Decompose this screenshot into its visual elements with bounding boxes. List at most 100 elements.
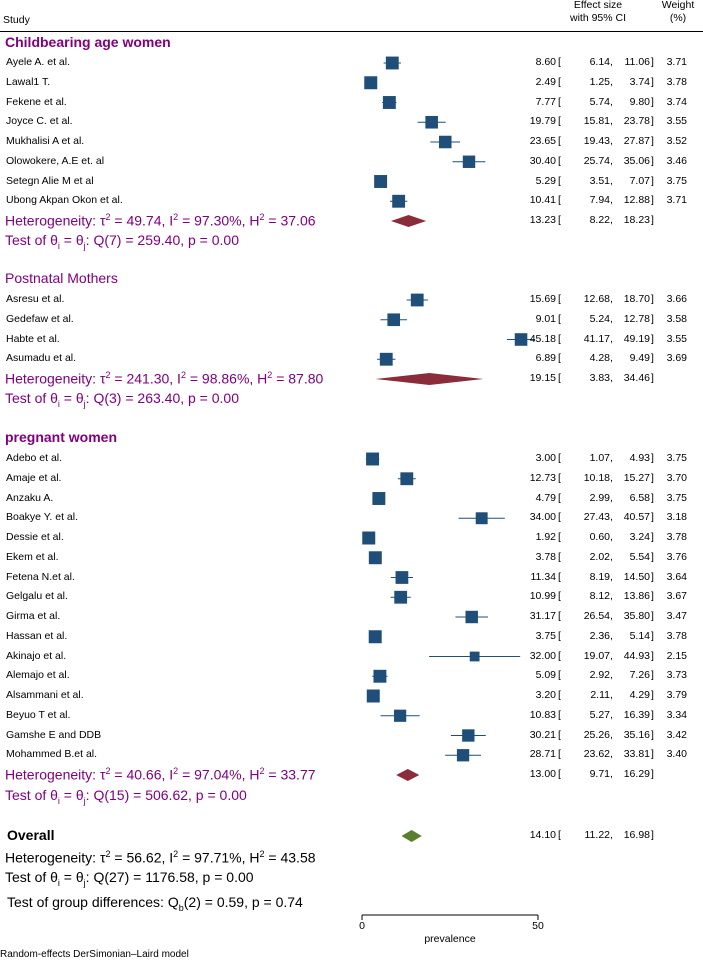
overall-heterogeneity-h-sup: 2 (259, 849, 265, 859)
group-differences-prefix: Test of group differences: Q (7, 894, 179, 910)
study-0-0-comma: , (610, 56, 613, 68)
study-1-1-bracket-open: [ (558, 312, 561, 325)
overall-heterogeneity-tau: τ (99, 849, 106, 866)
pooled-1-bracket-open: [ (558, 372, 561, 384)
study-2-13-comma: , (610, 708, 613, 721)
study-1-3-bracket-open: [ (558, 352, 561, 365)
study-0-7-es: 10.41 (529, 194, 556, 207)
pooled-1-es: 19.15 (529, 372, 556, 384)
study-2-8-bracket-open: [ (558, 610, 561, 622)
heterogeneity-2-tau-sup: 2 (105, 766, 111, 776)
homogeneity-test-2-sub-j: j (83, 795, 86, 806)
heterogeneity-1-i-sup: 2 (180, 370, 186, 380)
study-2-1-comma: , (610, 471, 613, 484)
study-2-11-bracket-close: ] (651, 669, 654, 682)
study-2-2-ci-high: 6.58 (629, 491, 650, 504)
study-0-3-comma: , (610, 115, 613, 128)
study-2-1-es: 12.73 (529, 471, 556, 484)
study-1-0-weight: 3.66 (666, 293, 687, 305)
study-2-2-marker (372, 492, 386, 505)
study-1-0-marker (410, 293, 424, 307)
study-1-0-ci-high: 18.70 (623, 293, 650, 305)
overall-heterogeneity-h-val: = 43.58 (264, 849, 316, 866)
study-2-10-ci-low: 19.07 (583, 649, 610, 662)
header-weight-line1: Weight (661, 0, 695, 11)
study-2-14-comma: , (610, 728, 613, 741)
study-2-4-weight: 3.78 (666, 531, 687, 543)
study-0-6-comma: , (610, 174, 613, 187)
study-2-13-weight: 3.34 (666, 708, 687, 721)
group-heading-1: Postnatal Mothers (5, 270, 118, 286)
study-0-7-weight: 3.71 (666, 194, 687, 207)
study-2-0-label: Adebo et al. (6, 452, 63, 464)
study-2-9-label: Hassan et al. (6, 629, 68, 642)
study-2-5-bracket-close: ] (651, 550, 654, 563)
pooled-2-es: 13.00 (529, 768, 556, 780)
study-0-5-bracket-close: ] (651, 154, 654, 167)
study-0-7-ci-low: 7.94 (589, 194, 610, 207)
study-2-0-weight: 3.75 (666, 452, 687, 464)
study-2-0-ci-low: 1.07 (589, 452, 610, 464)
study-2-5-weight: 3.76 (666, 550, 687, 563)
study-0-0-weight: 3.71 (666, 56, 687, 68)
study-2-10-label: Akinajo et al. (6, 649, 67, 662)
study-2-3-weight: 3.18 (666, 511, 687, 524)
study-1-3-weight: 3.69 (666, 352, 687, 365)
study-2-12-comma: , (610, 689, 613, 701)
pooled-2-comma: , (610, 768, 613, 780)
study-2-11-weight: 3.73 (666, 669, 687, 682)
study-2-1-label: Amaje et al. (6, 471, 62, 484)
study-2-2-bracket-open: [ (558, 491, 561, 504)
study-2-12-ci-low: 2.11 (590, 689, 610, 701)
study-0-0-ci-high: 11.06 (624, 56, 651, 68)
homogeneity-test-1: Test of θi = θj: Q(3) = 263.40, p = 0.00 (5, 390, 239, 409)
study-1-1-weight: 3.58 (666, 312, 687, 325)
study-2-12-bracket-open: [ (558, 689, 561, 701)
study-0-2-marker (382, 96, 396, 109)
study-2-10-es: 32.00 (529, 649, 556, 662)
study-2-11-ci-low: 2.92 (589, 669, 610, 682)
heterogeneity-0-h-val: = 37.06 (264, 212, 316, 229)
study-1-0-es: 15.69 (529, 293, 556, 305)
study-2-12-ci-high: 4.29 (629, 689, 650, 701)
study-0-1-ci-high: 3.74 (629, 75, 650, 88)
study-0-5-marker (462, 155, 476, 168)
study-2-2-es: 4.79 (535, 491, 556, 504)
study-2-13-bracket-open: [ (558, 708, 561, 721)
study-2-11-ci-high: 7.26 (629, 669, 650, 682)
homogeneity-test-1-sub-j: j (83, 398, 86, 409)
overall-bracket-close: ] (651, 829, 654, 841)
x-axis-label: prevalence (424, 933, 476, 945)
study-2-1-ci-high: 15.27 (623, 471, 650, 484)
study-0-4-es: 23.65 (529, 135, 556, 147)
study-1-0-ci-low: 12.68 (583, 293, 610, 305)
study-1-3-label: Asumadu et al. (6, 352, 77, 365)
study-2-12-bracket-close: ] (651, 689, 654, 701)
header-effect-line1: Effect size (573, 0, 623, 11)
study-2-3-bracket-open: [ (558, 511, 561, 524)
heterogeneity-2-tau: τ (99, 766, 106, 783)
x-tick-label-0: 0 (359, 920, 365, 932)
study-2-14-bracket-open: [ (558, 728, 561, 741)
study-0-4-ci-high: 27.87 (623, 135, 650, 147)
overall-homogeneity-test-eq: = θ (59, 869, 84, 885)
study-0-1-label: Lawal1 T. (6, 75, 51, 88)
heterogeneity-0-tau-val: = 49.74, I (110, 212, 174, 229)
study-2-5-es: 3.78 (535, 550, 556, 563)
study-2-8-marker (465, 610, 478, 624)
study-1-0-bracket-open: [ (558, 293, 561, 305)
study-0-2-bracket-close: ] (651, 95, 654, 108)
study-2-15-weight: 3.40 (666, 748, 687, 761)
study-2-3-bracket-close: ] (651, 511, 654, 524)
study-1-3-bracket-close: ] (651, 352, 654, 365)
header-weight-line2: (%) (669, 12, 687, 24)
homogeneity-test-0-stat: : Q(7) = 259.40, p = 0.00 (85, 232, 239, 248)
study-2-0-es: 3.00 (535, 452, 556, 464)
pooled-2-ci-high: 16.29 (623, 768, 650, 780)
study-2-15-es: 28.71 (529, 748, 556, 761)
study-0-0-ci-low: 6.14 (589, 56, 610, 68)
study-0-2-es: 7.77 (535, 95, 556, 108)
study-0-7-comma: , (610, 194, 613, 207)
study-2-10-ci-high: 44.93 (623, 649, 650, 662)
study-2-11-marker (373, 669, 387, 683)
